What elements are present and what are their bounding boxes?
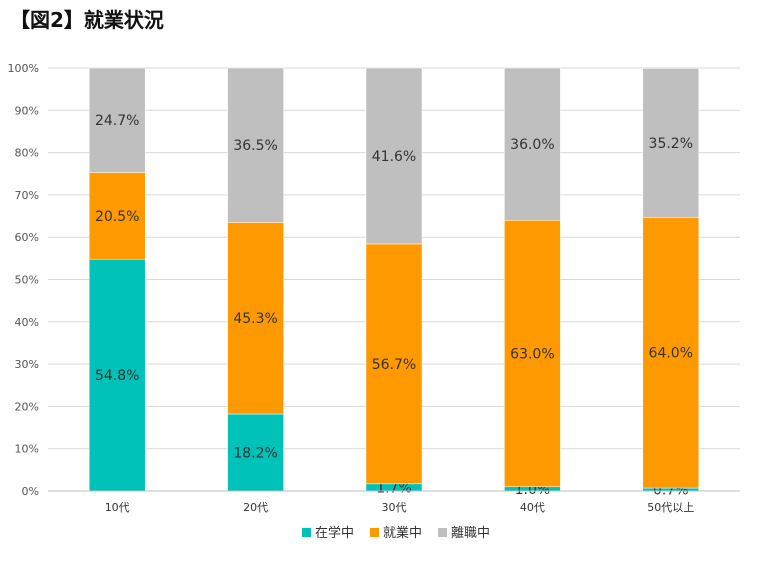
- y-tick-label: 60%: [15, 231, 39, 244]
- y-tick-label: 20%: [15, 400, 39, 413]
- legend-swatch: [438, 528, 447, 537]
- x-category-label: 40代: [520, 501, 545, 514]
- chart-title: 【図2】就業状況: [10, 8, 164, 32]
- y-tick-label: 50%: [15, 274, 39, 287]
- y-tick-label: 0%: [22, 485, 39, 498]
- bar-segment: [88, 258, 146, 492]
- legend-swatch: [302, 528, 311, 537]
- bar-segment: [504, 220, 561, 488]
- bar-segment: [642, 68, 700, 218]
- data-label: 45.3%: [233, 311, 277, 327]
- bar-segment: [88, 172, 146, 260]
- bar-segment: [504, 67, 561, 221]
- legend-label: 離職中: [451, 526, 490, 541]
- data-label: 20.5%: [95, 209, 139, 225]
- bar-segment: [227, 413, 284, 492]
- x-category-label: 30代: [382, 501, 407, 514]
- bar-segment: [88, 67, 146, 173]
- y-tick-label: 40%: [15, 316, 39, 329]
- x-category-label: 50代以上: [647, 501, 694, 514]
- bar-segment: [642, 217, 700, 489]
- data-label: 64.0%: [649, 346, 693, 362]
- bar-segment: [227, 222, 284, 415]
- bar-segment: [227, 67, 284, 223]
- data-label: 18.2%: [233, 446, 277, 462]
- bar-segment: [365, 67, 423, 245]
- y-tick-label: 30%: [15, 358, 39, 371]
- data-label: 56.7%: [372, 357, 416, 373]
- y-tick-label: 80%: [15, 147, 39, 160]
- data-label: 35.2%: [649, 136, 693, 152]
- x-category-label: 20代: [243, 501, 268, 514]
- y-tick-label: 10%: [15, 443, 39, 456]
- data-label: 63.0%: [510, 347, 554, 363]
- bar-segment: [365, 243, 423, 485]
- legend-swatch: [370, 528, 379, 537]
- y-tick-label: 100%: [8, 62, 39, 75]
- data-label: 24.7%: [95, 113, 139, 129]
- data-label: 36.0%: [510, 137, 554, 153]
- y-tick-label: 90%: [15, 104, 39, 117]
- data-label: 36.5%: [233, 138, 277, 154]
- x-category-label: 10代: [105, 501, 130, 514]
- legend-label: 就業中: [383, 525, 422, 541]
- data-label: 54.8%: [95, 368, 139, 384]
- legend-label: 在学中: [315, 525, 354, 541]
- data-label: 1.7%: [376, 480, 412, 496]
- data-label: 41.6%: [372, 149, 416, 165]
- y-tick-label: 70%: [15, 189, 39, 202]
